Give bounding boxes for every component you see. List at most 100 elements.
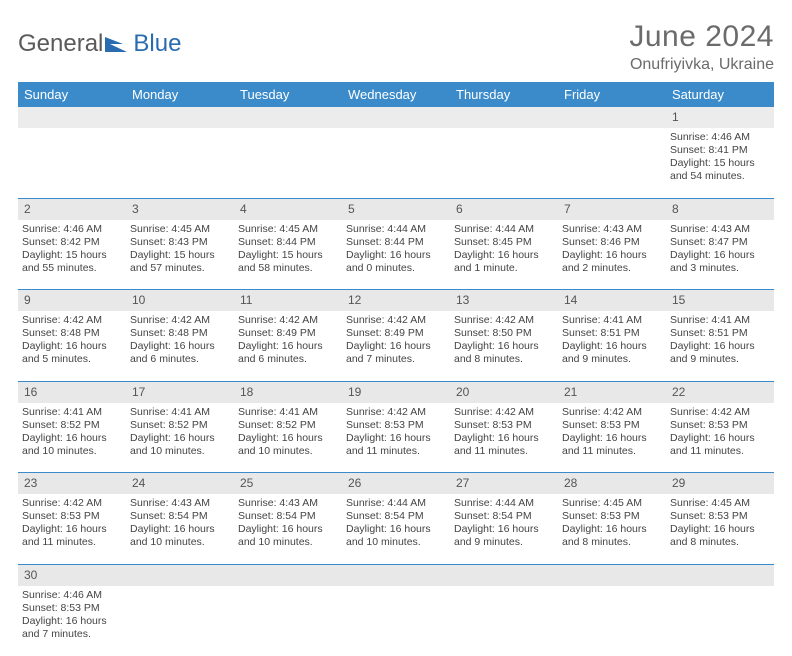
daylight-text: Daylight: 16 hours and 10 minutes. [22,432,122,458]
sunrise-text: Sunrise: 4:45 AM [562,497,662,510]
day-cell: Sunrise: 4:41 AMSunset: 8:51 PMDaylight:… [666,311,774,381]
sunrise-text: Sunrise: 4:45 AM [670,497,770,510]
day-number [450,564,558,586]
day-cell: Sunrise: 4:41 AMSunset: 8:52 PMDaylight:… [234,403,342,473]
day-number [234,107,342,128]
logo: General Blue [18,20,181,58]
sunrise-text: Sunrise: 4:42 AM [238,314,338,327]
daylight-text: Daylight: 16 hours and 11 minutes. [562,432,662,458]
header: General Blue June 2024 Onufriyivka, Ukra… [18,20,774,74]
day-cell: Sunrise: 4:42 AMSunset: 8:53 PMDaylight:… [450,403,558,473]
sunrise-text: Sunrise: 4:43 AM [130,497,230,510]
sunrise-text: Sunrise: 4:41 AM [22,406,122,419]
week-content-row: Sunrise: 4:42 AMSunset: 8:48 PMDaylight:… [18,311,774,381]
day-number: 27 [450,473,558,495]
sunset-text: Sunset: 8:52 PM [238,419,338,432]
sunrise-text: Sunrise: 4:42 AM [670,406,770,419]
daylight-text: Daylight: 16 hours and 7 minutes. [22,615,122,641]
sunrise-text: Sunrise: 4:42 AM [562,406,662,419]
sunrise-text: Sunrise: 4:43 AM [562,223,662,236]
sunset-text: Sunset: 8:54 PM [130,510,230,523]
daylight-text: Daylight: 15 hours and 57 minutes. [130,249,230,275]
daylight-text: Daylight: 16 hours and 8 minutes. [454,340,554,366]
week-content-row: Sunrise: 4:41 AMSunset: 8:52 PMDaylight:… [18,403,774,473]
day-cell: Sunrise: 4:43 AMSunset: 8:47 PMDaylight:… [666,220,774,290]
location: Onufriyivka, Ukraine [629,56,774,74]
day-number: 16 [18,381,126,403]
title-block: June 2024 Onufriyivka, Ukraine [629,20,774,74]
daylight-text: Daylight: 15 hours and 55 minutes. [22,249,122,275]
sunset-text: Sunset: 8:53 PM [346,419,446,432]
sunset-text: Sunset: 8:42 PM [22,236,122,249]
sunrise-text: Sunrise: 4:41 AM [238,406,338,419]
day-header: Tuesday [234,82,342,107]
day-number: 1 [666,107,774,128]
sunrise-text: Sunrise: 4:42 AM [22,497,122,510]
sunset-text: Sunset: 8:48 PM [130,327,230,340]
sunset-text: Sunset: 8:47 PM [670,236,770,249]
day-cell: Sunrise: 4:46 AMSunset: 8:41 PMDaylight:… [666,128,774,198]
sunset-text: Sunset: 8:41 PM [670,144,770,157]
daylight-text: Daylight: 16 hours and 0 minutes. [346,249,446,275]
day-cell [18,128,126,198]
daylight-text: Daylight: 16 hours and 11 minutes. [454,432,554,458]
day-cell: Sunrise: 4:45 AMSunset: 8:53 PMDaylight:… [558,494,666,564]
daylight-text: Daylight: 15 hours and 54 minutes. [670,157,770,183]
day-number: 18 [234,381,342,403]
daylight-text: Daylight: 16 hours and 6 minutes. [238,340,338,366]
sunrise-text: Sunrise: 4:41 AM [562,314,662,327]
day-number: 23 [18,473,126,495]
day-cell: Sunrise: 4:42 AMSunset: 8:49 PMDaylight:… [342,311,450,381]
sunrise-text: Sunrise: 4:46 AM [22,589,122,602]
week-content-row: Sunrise: 4:46 AMSunset: 8:41 PMDaylight:… [18,128,774,198]
daylight-text: Daylight: 15 hours and 58 minutes. [238,249,338,275]
day-number [126,107,234,128]
day-number: 22 [666,381,774,403]
day-number [558,564,666,586]
day-header: Sunday [18,82,126,107]
day-cell: Sunrise: 4:46 AMSunset: 8:53 PMDaylight:… [18,586,126,656]
day-number: 13 [450,290,558,312]
sunset-text: Sunset: 8:54 PM [238,510,338,523]
day-cell [342,128,450,198]
sunrise-text: Sunrise: 4:45 AM [130,223,230,236]
daylight-text: Daylight: 16 hours and 9 minutes. [670,340,770,366]
day-cell: Sunrise: 4:41 AMSunset: 8:51 PMDaylight:… [558,311,666,381]
day-cell: Sunrise: 4:44 AMSunset: 8:54 PMDaylight:… [342,494,450,564]
sunset-text: Sunset: 8:53 PM [454,419,554,432]
daylight-text: Daylight: 16 hours and 5 minutes. [22,340,122,366]
day-number-row: 30 [18,564,774,586]
sunset-text: Sunset: 8:54 PM [454,510,554,523]
sunset-text: Sunset: 8:45 PM [454,236,554,249]
sunset-text: Sunset: 8:51 PM [562,327,662,340]
sunrise-text: Sunrise: 4:43 AM [670,223,770,236]
day-cell: Sunrise: 4:45 AMSunset: 8:43 PMDaylight:… [126,220,234,290]
day-cell [558,128,666,198]
logo-word1: General [18,30,103,58]
sunset-text: Sunset: 8:54 PM [346,510,446,523]
day-cell: Sunrise: 4:42 AMSunset: 8:50 PMDaylight:… [450,311,558,381]
day-number [666,564,774,586]
day-number: 30 [18,564,126,586]
day-number [342,107,450,128]
sunrise-text: Sunrise: 4:41 AM [670,314,770,327]
day-cell: Sunrise: 4:43 AMSunset: 8:46 PMDaylight:… [558,220,666,290]
day-number: 3 [126,198,234,220]
day-number-row: 1 [18,107,774,128]
day-header: Thursday [450,82,558,107]
sunrise-text: Sunrise: 4:42 AM [346,406,446,419]
sunrise-text: Sunrise: 4:44 AM [346,223,446,236]
day-number [450,107,558,128]
sunrise-text: Sunrise: 4:41 AM [130,406,230,419]
logo-flag-icon [105,34,131,54]
daylight-text: Daylight: 16 hours and 6 minutes. [130,340,230,366]
day-cell [234,128,342,198]
daylight-text: Daylight: 16 hours and 10 minutes. [238,432,338,458]
daylight-text: Daylight: 16 hours and 8 minutes. [562,523,662,549]
day-cell: Sunrise: 4:42 AMSunset: 8:53 PMDaylight:… [666,403,774,473]
daylight-text: Daylight: 16 hours and 10 minutes. [130,523,230,549]
day-cell: Sunrise: 4:42 AMSunset: 8:53 PMDaylight:… [558,403,666,473]
day-number: 5 [342,198,450,220]
day-number: 24 [126,473,234,495]
week-content-row: Sunrise: 4:46 AMSunset: 8:53 PMDaylight:… [18,586,774,656]
